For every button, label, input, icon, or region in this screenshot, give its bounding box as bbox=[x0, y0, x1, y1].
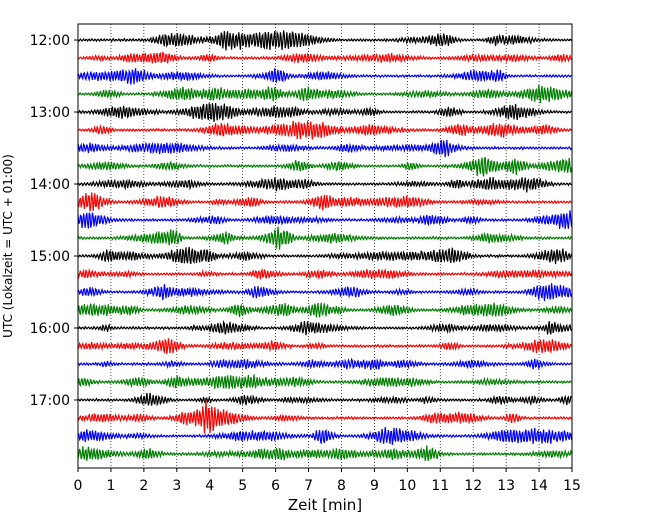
x-tick-label-8: 8 bbox=[337, 478, 346, 494]
trace-row-11 bbox=[77, 210, 573, 230]
x-tick-label-3: 3 bbox=[172, 478, 181, 494]
x-tick-label-1: 1 bbox=[106, 478, 115, 494]
plot-frame bbox=[77, 23, 573, 469]
x-tick-label-12: 12 bbox=[464, 478, 482, 494]
x-tick-label-10: 10 bbox=[398, 478, 416, 494]
trace-row-22 bbox=[77, 400, 572, 434]
trace-row-13 bbox=[77, 246, 573, 265]
trace-row-7 bbox=[77, 140, 573, 158]
x-tick-label-14: 14 bbox=[530, 478, 548, 494]
trace-row-9 bbox=[77, 177, 573, 193]
trace-row-19 bbox=[77, 357, 573, 371]
x-tick-label-13: 13 bbox=[497, 478, 515, 494]
trace-row-23 bbox=[77, 427, 573, 445]
y-tick-label-1: 13:00 bbox=[30, 105, 70, 121]
grid-lines bbox=[110, 24, 540, 468]
x-tick-label-11: 11 bbox=[431, 478, 449, 494]
x-tick-label-15: 15 bbox=[563, 478, 581, 494]
x-tick-label-5: 5 bbox=[238, 478, 247, 494]
trace-row-15 bbox=[77, 283, 573, 302]
trace-row-1 bbox=[77, 30, 573, 51]
y-tick-label-5: 17:00 bbox=[30, 393, 70, 409]
trace-row-17 bbox=[77, 319, 573, 336]
trace-row-21 bbox=[77, 392, 573, 407]
trace-row-18 bbox=[77, 338, 573, 355]
seismogram-traces bbox=[77, 30, 573, 461]
trace-row-20 bbox=[77, 374, 573, 390]
y-tick-label-3: 15:00 bbox=[30, 249, 70, 265]
y-tick-label-2: 14:00 bbox=[30, 177, 70, 193]
x-axis-label: Zeit [min] bbox=[288, 496, 362, 514]
x-tick-label-6: 6 bbox=[271, 478, 280, 494]
trace-row-24 bbox=[77, 445, 573, 461]
trace-row-6 bbox=[77, 120, 573, 140]
x-tick-label-0: 0 bbox=[74, 478, 83, 494]
y-axis-label: UTC (Lokalzeit = UTC + 01:00) bbox=[1, 154, 15, 338]
x-tick-label-4: 4 bbox=[205, 478, 214, 494]
y-tick-label-0: 12:00 bbox=[30, 33, 70, 49]
trace-row-12 bbox=[77, 226, 572, 250]
trace-row-14 bbox=[77, 267, 573, 280]
y-tick-label-4: 16:00 bbox=[30, 321, 70, 337]
x-ticks: 0 1 2 3 4 5 6 7 8 9 10 11 12 13 14 15 bbox=[74, 468, 581, 494]
x-tick-label-2: 2 bbox=[139, 478, 148, 494]
trace-row-10 bbox=[77, 192, 572, 212]
trace-row-16 bbox=[77, 302, 573, 318]
trace-row-4 bbox=[77, 85, 573, 104]
trace-row-5 bbox=[77, 102, 572, 122]
x-tick-label-7: 7 bbox=[304, 478, 313, 494]
trace-row-8 bbox=[77, 156, 573, 177]
x-tick-label-9: 9 bbox=[370, 478, 379, 494]
y-ticks: 12:00 13:00 14:00 15:00 16:00 17:00 bbox=[30, 33, 78, 409]
trace-row-3 bbox=[77, 68, 572, 85]
trace-row-2 bbox=[77, 51, 572, 64]
